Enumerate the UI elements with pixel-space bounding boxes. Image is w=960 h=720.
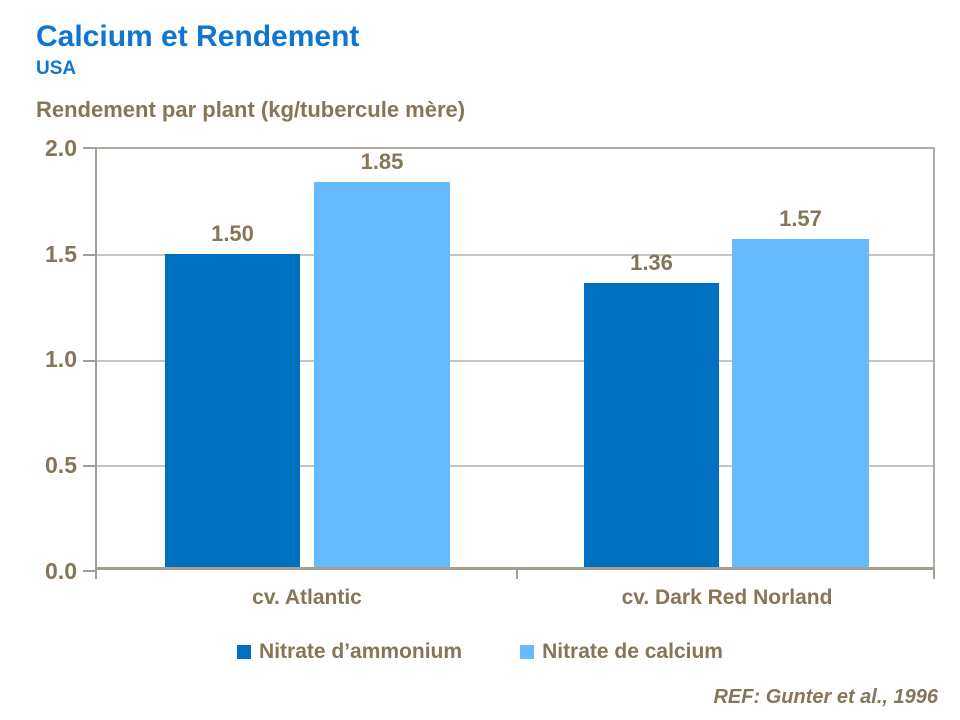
chart-title: Calcium et Rendement: [36, 20, 360, 53]
plot-area: 2.0 1.5 1.0 0.5 0.0 1.50 1.85 1.36 1.57 …: [45, 135, 935, 609]
bar-value-label: 1.85: [360, 149, 404, 174]
bar-value-label: 1.50: [211, 220, 254, 246]
legend-item-ammonium: Nitrate d’ammonium: [237, 640, 462, 664]
bar-calcium-atlantic: [314, 182, 450, 567]
legend: Nitrate d’ammonium Nitrate de calcium: [0, 640, 960, 664]
gridline-1-0: [97, 359, 933, 362]
y-tick: [83, 253, 95, 256]
bar-ammonium-atlantic: [165, 253, 300, 567]
y-axis-title: Rendement par plant (kg/tubercule mère): [36, 97, 466, 122]
y-tick-label: 1.0: [45, 346, 77, 372]
bar-group1-ammonium: 1.50: [165, 149, 300, 567]
y-tick-label: 0.0: [45, 558, 77, 584]
bar-group1-calcium: 1.85: [314, 149, 450, 567]
y-tick: [83, 465, 95, 468]
x-tick: [95, 570, 97, 579]
x-tick: [933, 570, 935, 579]
y-tick-label: 0.5: [45, 452, 77, 478]
legend-swatch-light-blue: [520, 645, 535, 659]
bar-ammonium-norland: [584, 282, 719, 567]
category-label-atlantic: cv. Atlantic: [252, 586, 362, 609]
y-tick-label: 2.0: [45, 135, 77, 161]
legend-label: Nitrate d’ammonium: [259, 640, 463, 663]
y-tick: [83, 147, 95, 149]
bar-group2-ammonium: 1.36: [584, 149, 719, 567]
legend-swatch-dark-blue: [237, 645, 252, 659]
y-tick-label: 1.5: [45, 241, 77, 267]
y-tick: [83, 359, 95, 362]
reference-citation: REF: Gunter et al., 1996: [713, 686, 938, 708]
gridline-1-5: [97, 253, 933, 256]
y-tick: [83, 570, 95, 572]
bar-value-label: 1.57: [779, 205, 822, 231]
category-label-norland: cv. Dark Red Norland: [621, 586, 833, 609]
gridline-0-5: [97, 465, 933, 468]
x-tick: [516, 570, 518, 579]
bar-value-label: 1.36: [630, 249, 673, 275]
legend-label: Nitrate de calcium: [542, 640, 723, 663]
bar-group2-calcium: 1.57: [732, 149, 869, 567]
legend-item-calcium: Nitrate de calcium: [520, 640, 723, 664]
chart-subtitle: USA: [36, 58, 77, 79]
bar-calcium-norland: [732, 238, 869, 567]
